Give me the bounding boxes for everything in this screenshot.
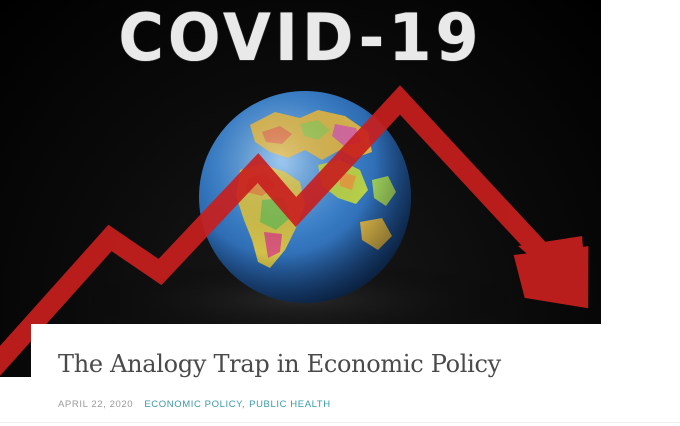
featured-image[interactable]: COVID-19 <box>0 0 601 377</box>
divider <box>0 422 680 423</box>
category-link-economic-policy[interactable]: ECONOMIC POLICY <box>144 399 242 410</box>
post-date: APRIL 22, 2020 <box>58 399 134 410</box>
trend-down-arrow-icon <box>0 85 589 376</box>
category-link-public-health[interactable]: PUBLIC HEALTH <box>249 399 331 410</box>
post-title[interactable]: The Analogy Trap in Economic Policy <box>58 350 501 378</box>
globe-arrow-illustration <box>0 85 589 376</box>
post-card: The Analogy Trap in Economic Policy APRI… <box>31 324 601 426</box>
category-separator: , <box>241 399 246 410</box>
post-meta: APRIL 22, 2020 ECONOMIC POLICY, PUBLIC HE… <box>58 399 331 410</box>
hero-headline: COVID-19 <box>118 0 483 76</box>
